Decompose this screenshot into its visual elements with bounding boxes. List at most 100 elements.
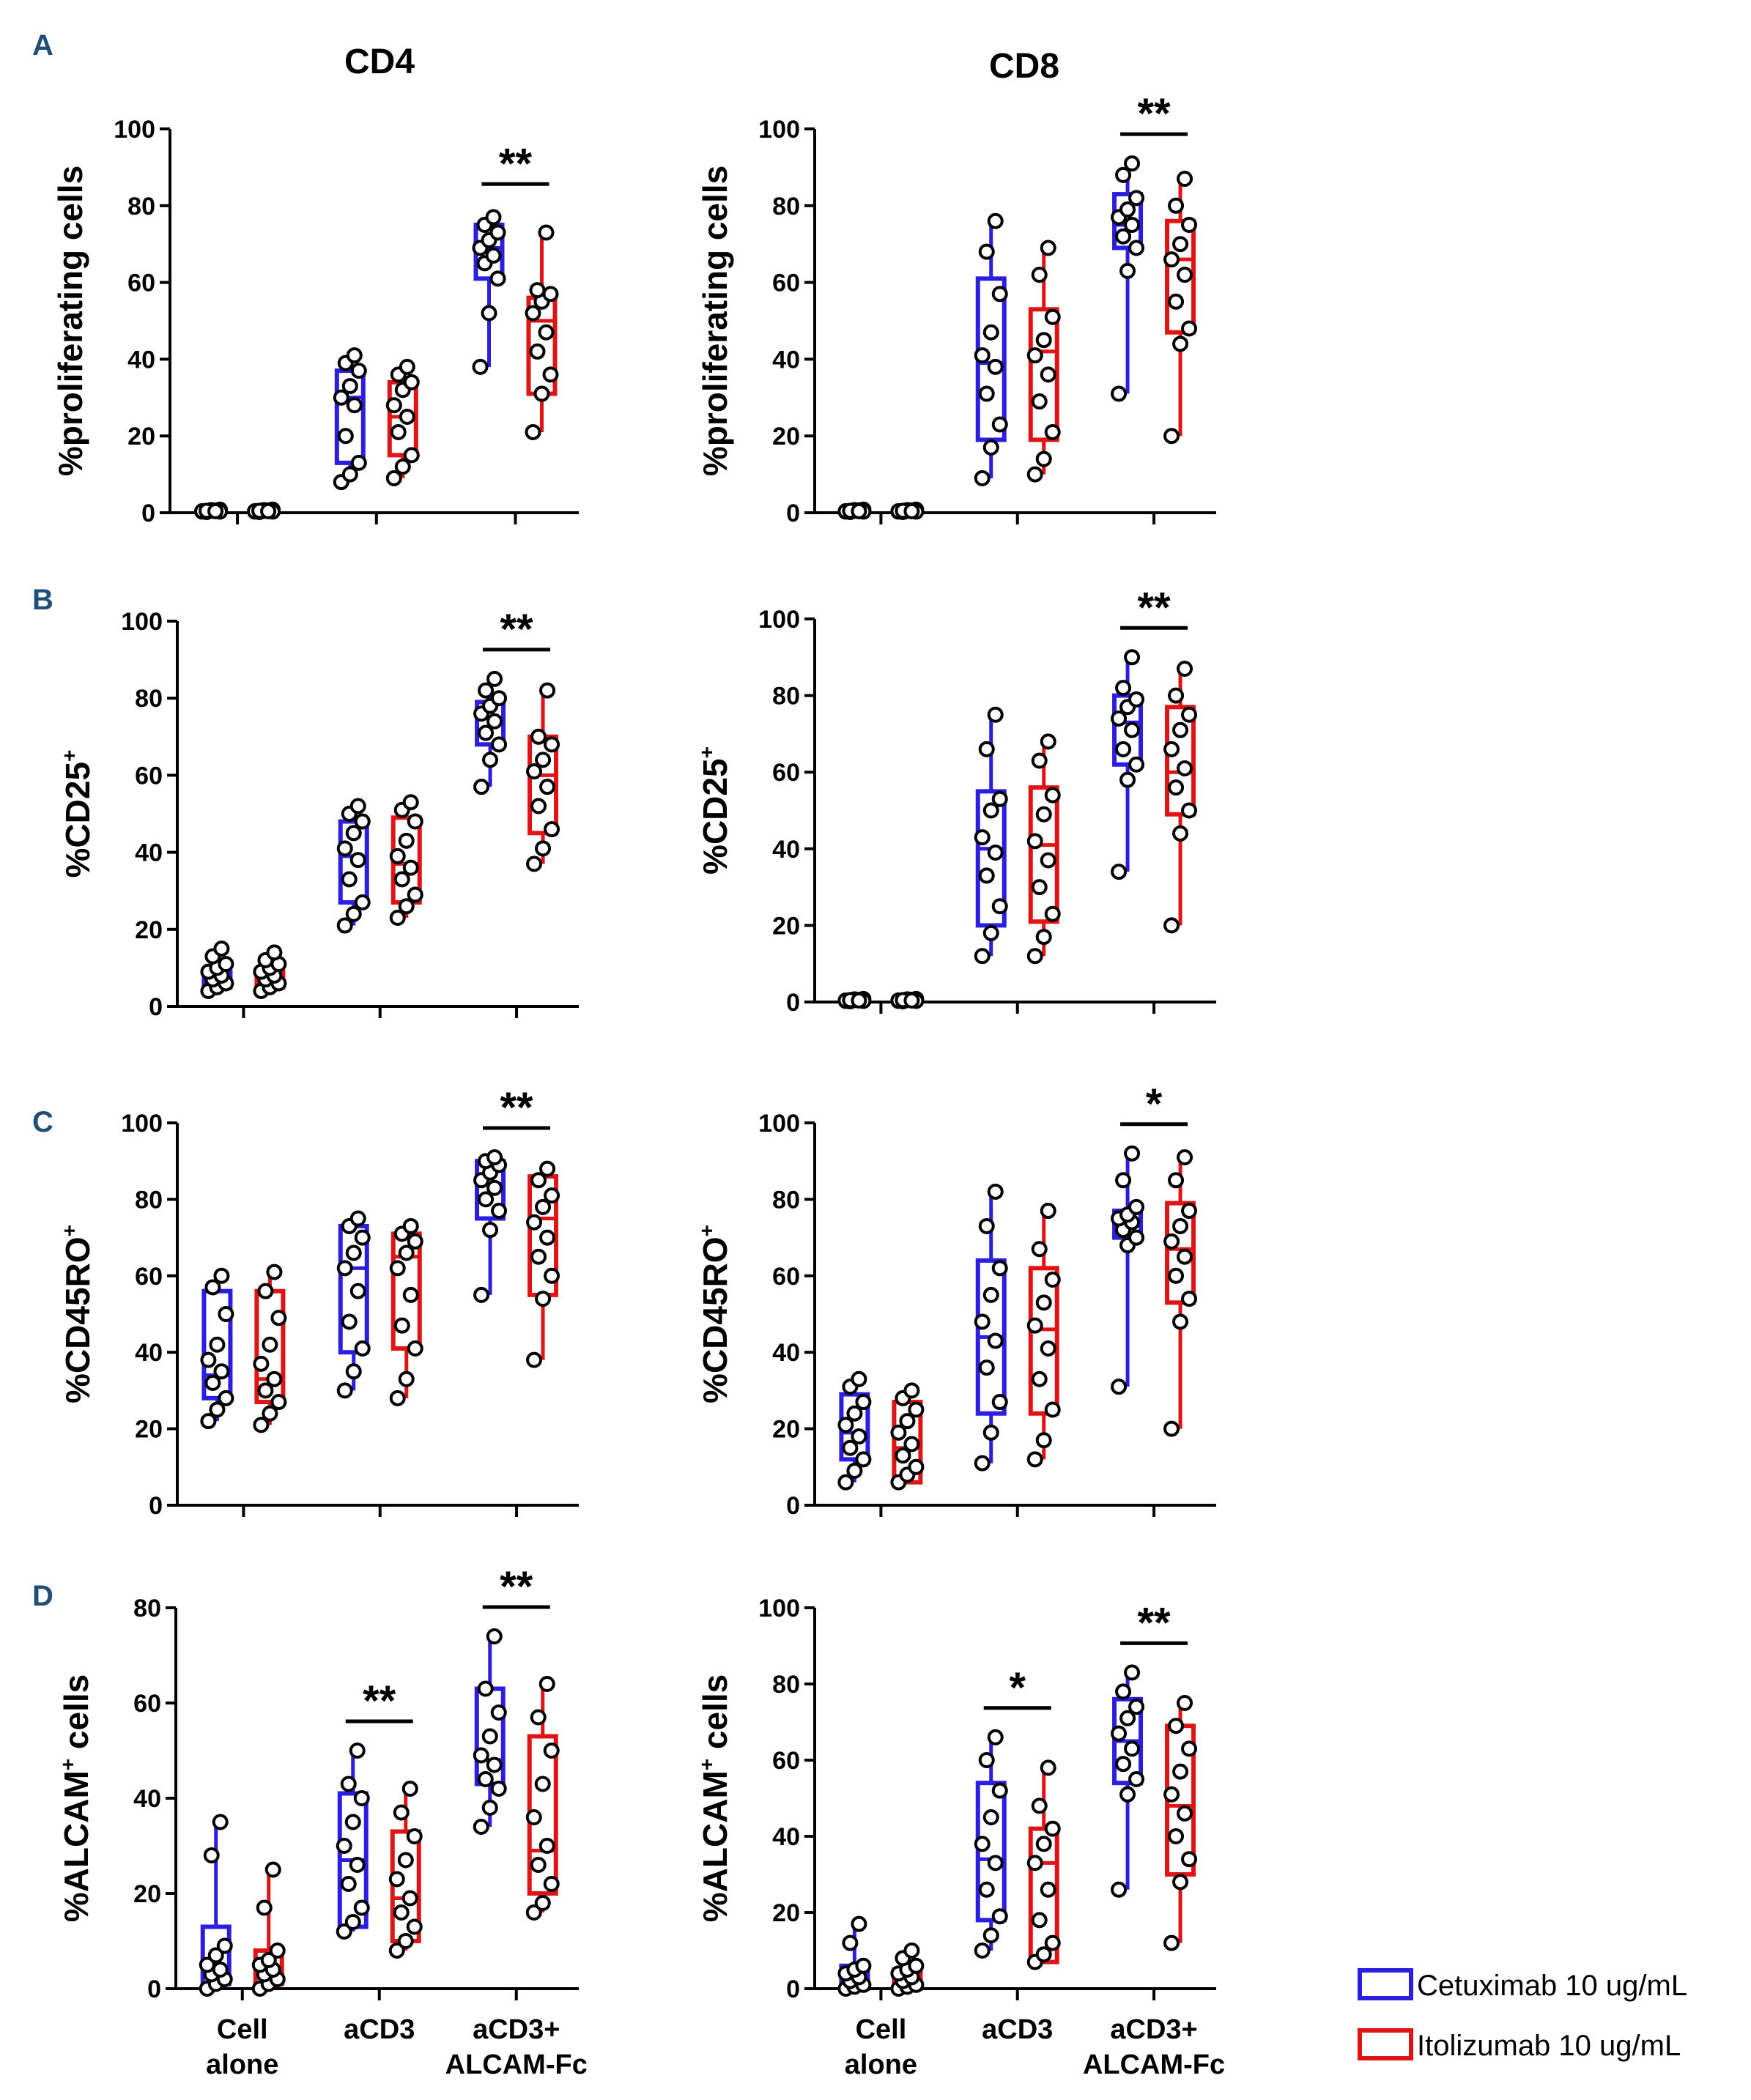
data-point	[353, 1899, 370, 1916]
data-point	[262, 1405, 278, 1422]
significance-label: **	[1137, 90, 1171, 138]
data-point	[398, 1244, 415, 1261]
y-tick-label: 60	[127, 270, 155, 297]
data-point	[266, 1264, 283, 1280]
y-tick-label: 40	[127, 346, 155, 374]
data-point	[389, 910, 406, 927]
data-point	[974, 1943, 991, 1959]
box-cetuximab	[837, 1370, 872, 1491]
data-point	[1172, 1763, 1189, 1780]
box-cetuximab	[974, 1183, 1008, 1472]
data-point	[345, 905, 362, 922]
data-point	[216, 1937, 233, 1954]
data-point	[1119, 771, 1136, 788]
data-point	[978, 741, 995, 757]
data-point	[1177, 1248, 1193, 1265]
data-point	[987, 1729, 1004, 1745]
y-tick-label: 0	[786, 500, 800, 527]
legend-item-itolizumab: Itolizumab 10 ug/mL	[1358, 2028, 1681, 2062]
data-point	[218, 1390, 234, 1406]
y-axis-label: %CD45RO+	[58, 1225, 97, 1403]
data-point	[346, 397, 363, 414]
data-point	[1111, 385, 1128, 402]
data-point	[903, 1382, 920, 1399]
data-point	[1035, 929, 1052, 946]
column-title-cd4: CD4	[344, 42, 415, 81]
data-point	[1177, 171, 1193, 188]
box-cetuximab	[199, 1814, 233, 1997]
data-point	[337, 428, 354, 445]
data-point	[207, 1947, 224, 1964]
panel-letter-a: A	[32, 29, 53, 62]
data-point	[1111, 1379, 1128, 1395]
box-itolizumab	[1026, 733, 1061, 965]
data-point	[842, 1934, 859, 1951]
data-point	[544, 1267, 560, 1284]
data-point	[1031, 879, 1048, 896]
data-point	[354, 1340, 371, 1357]
y-tick-label: 20	[133, 1880, 161, 1908]
box-cetuximab	[974, 212, 1008, 486]
y-tick-label: 0	[141, 500, 155, 527]
data-point	[982, 324, 999, 341]
box-itolizumab	[526, 682, 560, 872]
y-tick-label: 40	[135, 1339, 163, 1367]
data-point	[1035, 1294, 1052, 1311]
box-itolizumab	[1163, 660, 1198, 934]
data-point	[336, 1838, 352, 1854]
data-point	[489, 270, 506, 287]
data-point	[539, 1160, 556, 1177]
y-tick-label: 100	[121, 1110, 163, 1138]
data-point	[837, 1474, 854, 1491]
data-point	[846, 1463, 863, 1480]
box-cetuximab	[974, 1729, 1008, 1959]
y-tick-label: 60	[772, 759, 800, 787]
data-point	[978, 385, 995, 402]
legend: Cetuximab 10 ug/mL Itolizumab 10 ug/mL	[1358, 1968, 1687, 2062]
data-point	[982, 924, 999, 941]
y-tick-label: 80	[772, 683, 800, 710]
box-itolizumab	[890, 990, 925, 1009]
legend-label-cetuximab: Cetuximab 10 ug/mL	[1417, 1970, 1687, 2002]
y-tick-label: 20	[772, 1416, 800, 1444]
data-point	[535, 1291, 552, 1307]
data-point	[1181, 320, 1198, 337]
data-point	[472, 358, 489, 375]
data-point	[388, 1871, 405, 1888]
data-point	[544, 1187, 560, 1204]
data-point	[1168, 1828, 1185, 1844]
data-point	[490, 1781, 507, 1797]
data-point	[539, 682, 556, 699]
box-itolizumab	[253, 944, 287, 999]
data-point	[253, 1355, 270, 1372]
y-tick-label: 20	[772, 1899, 800, 1927]
data-point	[478, 682, 495, 699]
y-axis-label: %CD25+	[695, 746, 734, 875]
data-point	[525, 1904, 542, 1921]
box-itolizumab	[526, 1160, 560, 1368]
data-point	[260, 1952, 277, 1968]
data-point	[1026, 466, 1043, 483]
y-axis-label: %CD25+	[58, 750, 97, 878]
box-itolizumab	[1163, 1695, 1198, 1951]
data-point	[481, 1728, 498, 1745]
box-cetuximab	[333, 347, 367, 491]
data-point	[1177, 1149, 1193, 1165]
data-point	[389, 1260, 406, 1277]
data-point	[987, 1855, 1004, 1871]
data-point	[978, 867, 995, 884]
data-point	[1163, 1420, 1180, 1437]
box-cetuximab	[837, 1915, 872, 1997]
y-tick-label: 40	[135, 839, 163, 867]
data-point	[1177, 660, 1193, 677]
data-point	[542, 286, 559, 303]
data-point	[264, 1861, 281, 1878]
data-point	[1115, 1756, 1132, 1773]
data-point	[1172, 721, 1189, 738]
data-point	[1181, 1203, 1198, 1220]
data-point	[534, 1776, 551, 1792]
data-point	[345, 825, 362, 842]
data-point	[393, 871, 410, 888]
data-point	[340, 1776, 357, 1792]
